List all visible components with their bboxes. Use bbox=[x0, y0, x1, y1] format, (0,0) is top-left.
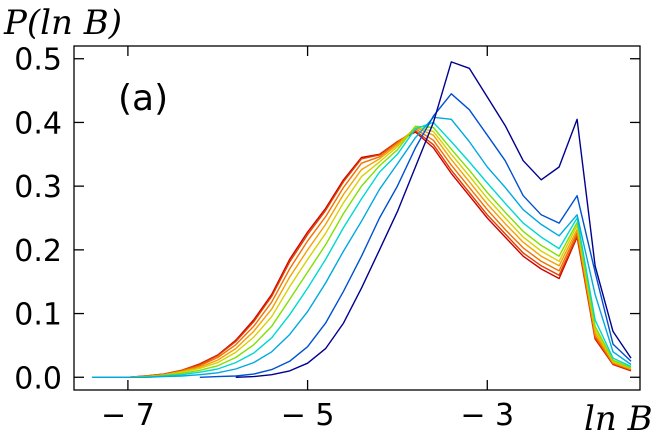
y-tick-label: 0.3 bbox=[14, 170, 62, 205]
series-line-2 bbox=[92, 129, 632, 378]
series-line-3 bbox=[92, 128, 632, 378]
y-tick-label: 0.5 bbox=[14, 43, 62, 78]
series-layer bbox=[92, 61, 632, 378]
ticks-layer: 0.0 0.1 0.2 0.3 0.4 0.5 − 7 − 5 − 3 bbox=[14, 43, 640, 433]
panel-annotation: (a) bbox=[118, 78, 168, 119]
series-line-5 bbox=[92, 126, 632, 378]
y-axis-label: P(ln B) bbox=[3, 3, 122, 43]
y-tick-label: 0.4 bbox=[14, 106, 62, 141]
y-tick-label: 0.0 bbox=[14, 361, 62, 396]
series-line-10 bbox=[235, 61, 632, 378]
series-line-8 bbox=[92, 116, 632, 378]
x-tick-label: − 3 bbox=[460, 398, 514, 433]
x-axis-label: ln B bbox=[584, 399, 653, 435]
series-line-7 bbox=[92, 121, 632, 378]
series-line-4 bbox=[92, 126, 632, 378]
y-tick-label: 0.1 bbox=[14, 298, 62, 333]
x-tick-label: − 7 bbox=[101, 398, 155, 433]
x-tick-label: − 5 bbox=[281, 398, 335, 433]
y-tick-label: 0.2 bbox=[14, 234, 62, 269]
plot-frame bbox=[73, 45, 641, 391]
series-line-9 bbox=[199, 93, 632, 378]
series-line-6 bbox=[92, 125, 632, 378]
